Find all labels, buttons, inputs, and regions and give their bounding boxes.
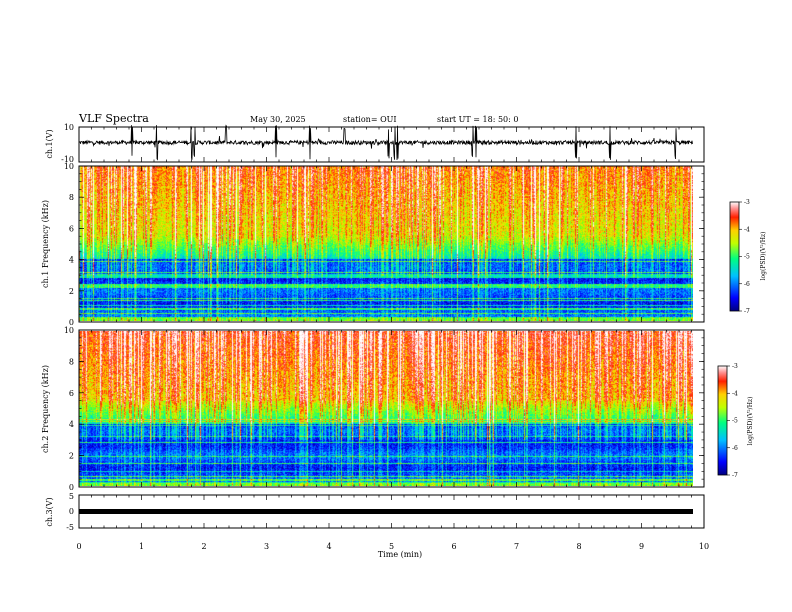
ch1-waveform-ticks xyxy=(78,127,705,162)
x-tick-label: 7 xyxy=(514,542,519,551)
y-tick-label: 4 xyxy=(69,256,74,265)
ch1-colorbar-gradient xyxy=(729,201,740,312)
ch2-colorbar-ticks: -3 -4 -5 -6 -7 xyxy=(727,363,738,479)
ch1-colorbar-ticks: -3 -4 -5 -6 -7 xyxy=(739,199,750,315)
ch1-spectrogram-panel: 0 2 4 6 8 10 ch.1 Frequency (kHz) xyxy=(41,162,705,327)
x-tick-label: 8 xyxy=(576,542,581,551)
ch2-colorbar-gradient xyxy=(717,365,728,476)
ch1-colorbar: -3 -4 -5 -6 -7 log(PSD)(V²/Hz) xyxy=(729,199,767,315)
ch1-spectrogram-image xyxy=(79,166,693,321)
colorbar-tick-label: -6 xyxy=(744,281,750,288)
x-tick-label: 2 xyxy=(201,542,206,551)
y-tick-label: 8 xyxy=(69,193,74,202)
y-tick-label: 2 xyxy=(69,287,74,296)
ch2-spectrogram-ylabel: ch.2 Frequency (kHz) xyxy=(41,365,50,453)
ch2-colorbar-label: log(PSD)(V²/Hz) xyxy=(747,397,754,446)
station-label: station= OUI xyxy=(343,115,397,124)
ch1-spectrogram-ticks xyxy=(78,166,705,322)
ch1-spectrogram-ylabel: ch.1 Frequency (kHz) xyxy=(41,200,50,288)
ch1-waveform-ylabel: ch.1(V) xyxy=(45,129,54,158)
x-tick-label: 1 xyxy=(139,542,144,551)
figure-title: VLF Spectra xyxy=(78,112,149,125)
ch1-waveform-panel: 10 -10 ch.1(V) xyxy=(45,123,705,164)
ch1-spectrogram-yticks: 0 2 4 6 8 10 xyxy=(64,162,704,327)
y-tick-label: 6 xyxy=(69,224,74,233)
colorbar-tick-label: -4 xyxy=(732,390,738,397)
ch3-waveform-ylabel: ch.3(V) xyxy=(45,497,54,526)
ch2-colorbar: -3 -4 -5 -6 -7 log(PSD)(V²/Hz) xyxy=(717,363,754,479)
colorbar-tick-label: -6 xyxy=(732,445,738,452)
colorbar-tick-label: -4 xyxy=(744,226,750,233)
x-tick-label: 10 xyxy=(699,542,709,551)
ch2-spectrogram-image xyxy=(79,331,693,486)
ch3-waveform-line xyxy=(79,509,693,514)
x-tick-label: 0 xyxy=(76,542,81,551)
ch1-waveform-line xyxy=(78,124,693,161)
x-tick-label: 4 xyxy=(326,542,331,551)
ch1-spectrogram-ylabel-text: ch.1 Frequency (kHz) xyxy=(41,200,50,288)
colorbar-tick-label: -7 xyxy=(744,308,750,315)
x-tick-label: 3 xyxy=(264,542,269,551)
ch2-spectrogram-yticks: 0 2 4 6 8 10 xyxy=(64,326,704,492)
ch2-spectrogram-panel: 0 2 4 6 8 10 ch.2 Frequency (kHz) xyxy=(41,326,705,492)
colorbar-tick-label: -3 xyxy=(744,199,750,206)
ch1-colorbar-label: log(PSD)(V²/Hz) xyxy=(760,232,767,281)
y-tick-label: 6 xyxy=(69,389,74,398)
date-label: May 30, 2025 xyxy=(250,115,306,124)
ch2-spectrogram-ticks xyxy=(78,330,705,487)
y-tick-label: 4 xyxy=(69,420,74,429)
ch3-waveform-panel: 5 0 -5 ch.3(V) xyxy=(45,492,705,532)
x-tick-label: 5 xyxy=(389,542,394,551)
colorbar-tick-label: -5 xyxy=(744,254,750,261)
x-tick-label: 6 xyxy=(451,542,456,551)
x-tick-label: 9 xyxy=(639,542,644,551)
y-tick-label: 0 xyxy=(69,483,74,492)
y-tick-label: 0 xyxy=(69,318,74,327)
x-axis-label: Time (min) xyxy=(378,550,422,559)
start-time-label: start UT = 18: 50: 0 xyxy=(437,115,518,124)
ch3-ytick-bottom: -5 xyxy=(66,523,74,532)
ch3-waveform-ticks xyxy=(78,495,705,528)
y-tick-label: 10 xyxy=(64,162,74,171)
y-tick-label: 2 xyxy=(69,452,74,461)
ch3-ytick-top: 5 xyxy=(69,492,74,501)
y-tick-label: 10 xyxy=(64,326,74,335)
colorbar-tick-label: -5 xyxy=(732,418,738,425)
ch1-ytick-top: 10 xyxy=(64,123,74,132)
ch3-ytick-mid: 0 xyxy=(69,507,74,516)
x-axis-tick-labels: 0 1 2 3 4 5 6 7 8 9 10 xyxy=(76,542,709,551)
y-tick-label: 8 xyxy=(69,357,74,366)
colorbar-tick-label: -3 xyxy=(732,363,738,370)
ch1-ytick-bottom: -10 xyxy=(61,155,74,164)
colorbar-tick-label: -7 xyxy=(732,472,738,479)
